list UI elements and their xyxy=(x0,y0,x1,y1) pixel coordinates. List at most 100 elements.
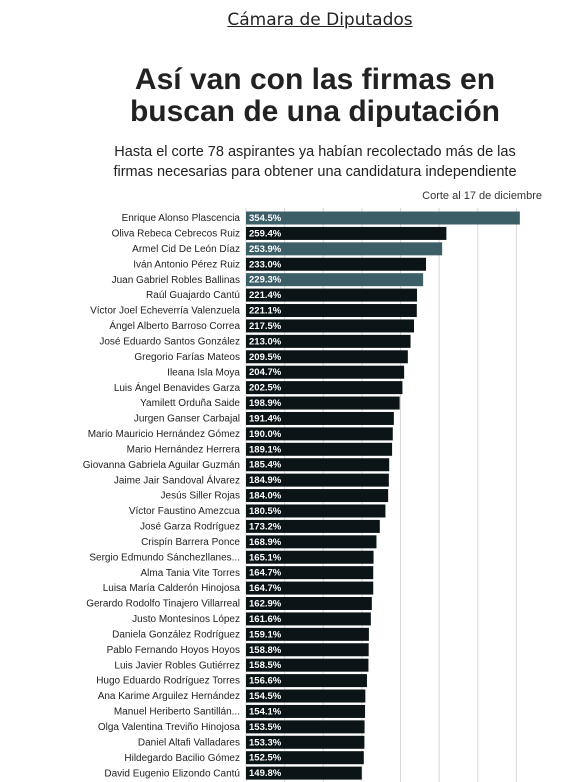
value-label: 153.3% xyxy=(249,737,282,748)
value-label: 229.3% xyxy=(249,275,282,286)
value-label: 173.2% xyxy=(249,521,282,532)
bar xyxy=(246,381,403,395)
value-label: 162.9% xyxy=(249,599,282,610)
category-label: Luisa María Calderón Hinojosa xyxy=(103,583,241,594)
category-label: Jurgen Ganser Carbajal xyxy=(134,414,240,425)
chart-title: Así van con las firmas en buscan de una … xyxy=(129,63,501,128)
category-label: Ángel Alberto Barroso Correa xyxy=(109,319,240,332)
value-label: 180.5% xyxy=(249,506,282,517)
value-label: 190.0% xyxy=(249,429,282,440)
category-label: Juan Gabriel Robles Ballinas xyxy=(112,275,240,286)
category-label: Víctor Joel Echeverría Valenzuela xyxy=(90,306,240,317)
value-label: 189.1% xyxy=(249,444,282,455)
value-label: 168.9% xyxy=(249,537,282,548)
bar xyxy=(246,365,405,379)
value-label: 204.7% xyxy=(249,367,282,378)
category-label: Crispín Barrera Ponce xyxy=(141,537,240,548)
category-label: José Eduardo Santos González xyxy=(99,337,240,348)
value-label: 161.6% xyxy=(249,614,282,625)
bar xyxy=(246,350,408,364)
category-label: Enrique Alonso Plascencia xyxy=(122,213,241,224)
category-label: Víctor Faustino Amezcua xyxy=(129,506,241,517)
bar xyxy=(246,273,424,287)
category-label: Justo Montesinos López xyxy=(132,614,240,625)
value-label: 184.9% xyxy=(249,475,282,486)
category-label: Ana Karime Arguilez Hernández xyxy=(98,691,240,702)
category-label: Giovanna Gabriela Aguilar Guzmán xyxy=(83,460,240,471)
value-label: 213.0% xyxy=(249,336,282,347)
value-label: 253.9% xyxy=(249,244,282,255)
bar xyxy=(246,211,520,225)
bar xyxy=(246,257,426,271)
chart-subtitle: Hasta el corte 78 aspirantes ya habían r… xyxy=(113,144,517,180)
bar xyxy=(246,288,418,302)
category-label: Yamilett Orduña Saide xyxy=(140,398,240,409)
bar xyxy=(246,674,367,688)
category-label: Ileana Isla Moya xyxy=(167,367,240,378)
value-label: 149.8% xyxy=(249,768,282,779)
category-label: Oliva Rebeca Cebrecos Ruiz xyxy=(112,229,240,240)
category-label: Luis Ángel Benavides Garza xyxy=(114,381,241,394)
category-label: Alma Tania Vite Torres xyxy=(141,568,241,579)
category-label: José Garza Rodríguez xyxy=(140,522,240,533)
category-label: Raúl Guajardo Cantú xyxy=(146,290,240,301)
value-label: 158.5% xyxy=(249,660,282,671)
bar xyxy=(246,535,377,549)
bar xyxy=(246,643,369,657)
category-label: Jaime Jair Sandoval Álvarez xyxy=(114,473,240,486)
category-label: Luis Javier Robles Gutiérrez xyxy=(114,660,240,671)
value-label: 153.5% xyxy=(249,722,282,733)
value-label: 217.5% xyxy=(249,321,282,332)
bar xyxy=(246,442,393,456)
category-label: Olga Valentina Treviño Hinojosa xyxy=(98,722,241,733)
bar xyxy=(246,720,365,734)
bar xyxy=(246,612,371,626)
header-link[interactable]: Cámara de Diputados xyxy=(227,10,413,30)
value-label: 202.5% xyxy=(249,383,282,394)
bar xyxy=(246,766,362,780)
value-label: 159.1% xyxy=(249,629,282,640)
value-label: 154.5% xyxy=(249,691,282,702)
value-label: 259.4% xyxy=(249,228,282,239)
value-label: 158.8% xyxy=(249,645,282,656)
value-label: 221.4% xyxy=(249,290,282,301)
bar xyxy=(246,458,390,472)
value-label: 164.7% xyxy=(249,583,282,594)
bar xyxy=(246,304,417,318)
category-label: Manuel Heriberto Santillán... xyxy=(114,707,240,718)
bar xyxy=(246,411,394,425)
category-label: Mario Mauricio Hernández Gómez xyxy=(88,429,240,440)
value-label: 156.6% xyxy=(249,676,282,687)
value-label: 233.0% xyxy=(249,259,282,270)
category-label: Jesús Siller Rojas xyxy=(161,491,240,502)
value-label: 185.4% xyxy=(249,460,282,471)
category-label: Mario Hernández Herrera xyxy=(127,444,241,455)
bar xyxy=(246,242,443,256)
chart-note: Corte al 17 de diciembre xyxy=(422,190,542,202)
bar xyxy=(246,627,369,641)
category-label: Daniel Altafi Valladares xyxy=(138,737,240,748)
value-label: 354.5% xyxy=(249,213,282,224)
bar xyxy=(246,473,389,487)
category-label: Daniela González Rodríguez xyxy=(112,629,240,640)
bar xyxy=(246,597,372,610)
bar xyxy=(246,550,374,564)
value-label: 152.5% xyxy=(249,753,282,764)
bar xyxy=(246,704,366,718)
bar xyxy=(246,689,366,703)
category-label: Armel Cid De León Díaz xyxy=(132,244,240,255)
bar xyxy=(246,658,369,672)
bar xyxy=(246,519,380,533)
bar xyxy=(246,226,447,240)
value-label: 154.1% xyxy=(249,706,282,717)
bar xyxy=(246,489,389,503)
value-label: 165.1% xyxy=(249,552,282,563)
category-label: Gregorio Farías Mateos xyxy=(134,352,240,363)
category-label: Gerardo Rodolfo Tinajero Villarreal xyxy=(86,599,240,610)
value-label: 209.5% xyxy=(249,352,282,363)
bar xyxy=(246,396,400,410)
value-label: 184.0% xyxy=(249,491,282,502)
bar xyxy=(246,581,374,595)
